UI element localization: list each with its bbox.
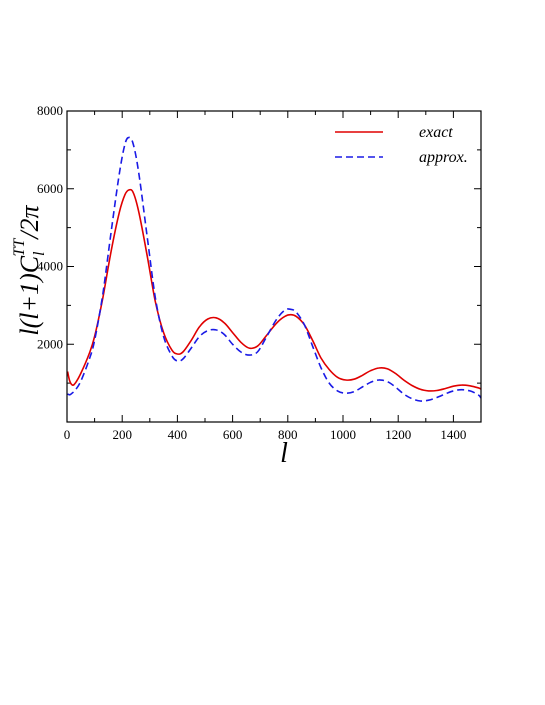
y-label-sub: l — [31, 251, 48, 256]
y-tick-label: 4000 — [37, 259, 63, 274]
x-tick-label: 400 — [168, 427, 188, 442]
y-label-sup: TT — [11, 238, 28, 257]
x-axis-label: l — [280, 438, 288, 469]
y-label-base: l(l+1)C — [15, 255, 44, 335]
x-tick-label: 600 — [223, 427, 243, 442]
x-axis-ticks: 0 200 400 600 800 1000 1200 1400 — [64, 111, 482, 442]
y-axis-ticks: 2000 4000 6000 8000 — [37, 103, 481, 423]
y-label-tail: /2 — [15, 218, 44, 240]
y-tick-label: 2000 — [37, 336, 63, 351]
plot-frame — [66, 110, 482, 423]
x-tick-label: 200 — [112, 427, 132, 442]
legend-label-approx: approx. — [419, 149, 468, 166]
series-line-approx — [67, 136, 482, 402]
legend-label-exact: exact — [419, 124, 453, 141]
y-tick-label: 6000 — [37, 181, 63, 196]
legend: exact approx. — [335, 124, 468, 166]
x-tick-label: 1400 — [440, 427, 466, 442]
series-line-exact — [66, 188, 482, 392]
x-tick-label: 1200 — [385, 427, 411, 442]
x-tick-label: 1000 — [330, 427, 356, 442]
x-tick-label: 800 — [278, 427, 298, 442]
y-label-pi: π — [15, 204, 44, 218]
x-tick-label: 0 — [64, 427, 71, 442]
series-layer — [66, 136, 482, 402]
y-tick-label: 8000 — [37, 103, 63, 118]
y-axis-label: l(l+1)ClTT/2π — [11, 204, 48, 335]
